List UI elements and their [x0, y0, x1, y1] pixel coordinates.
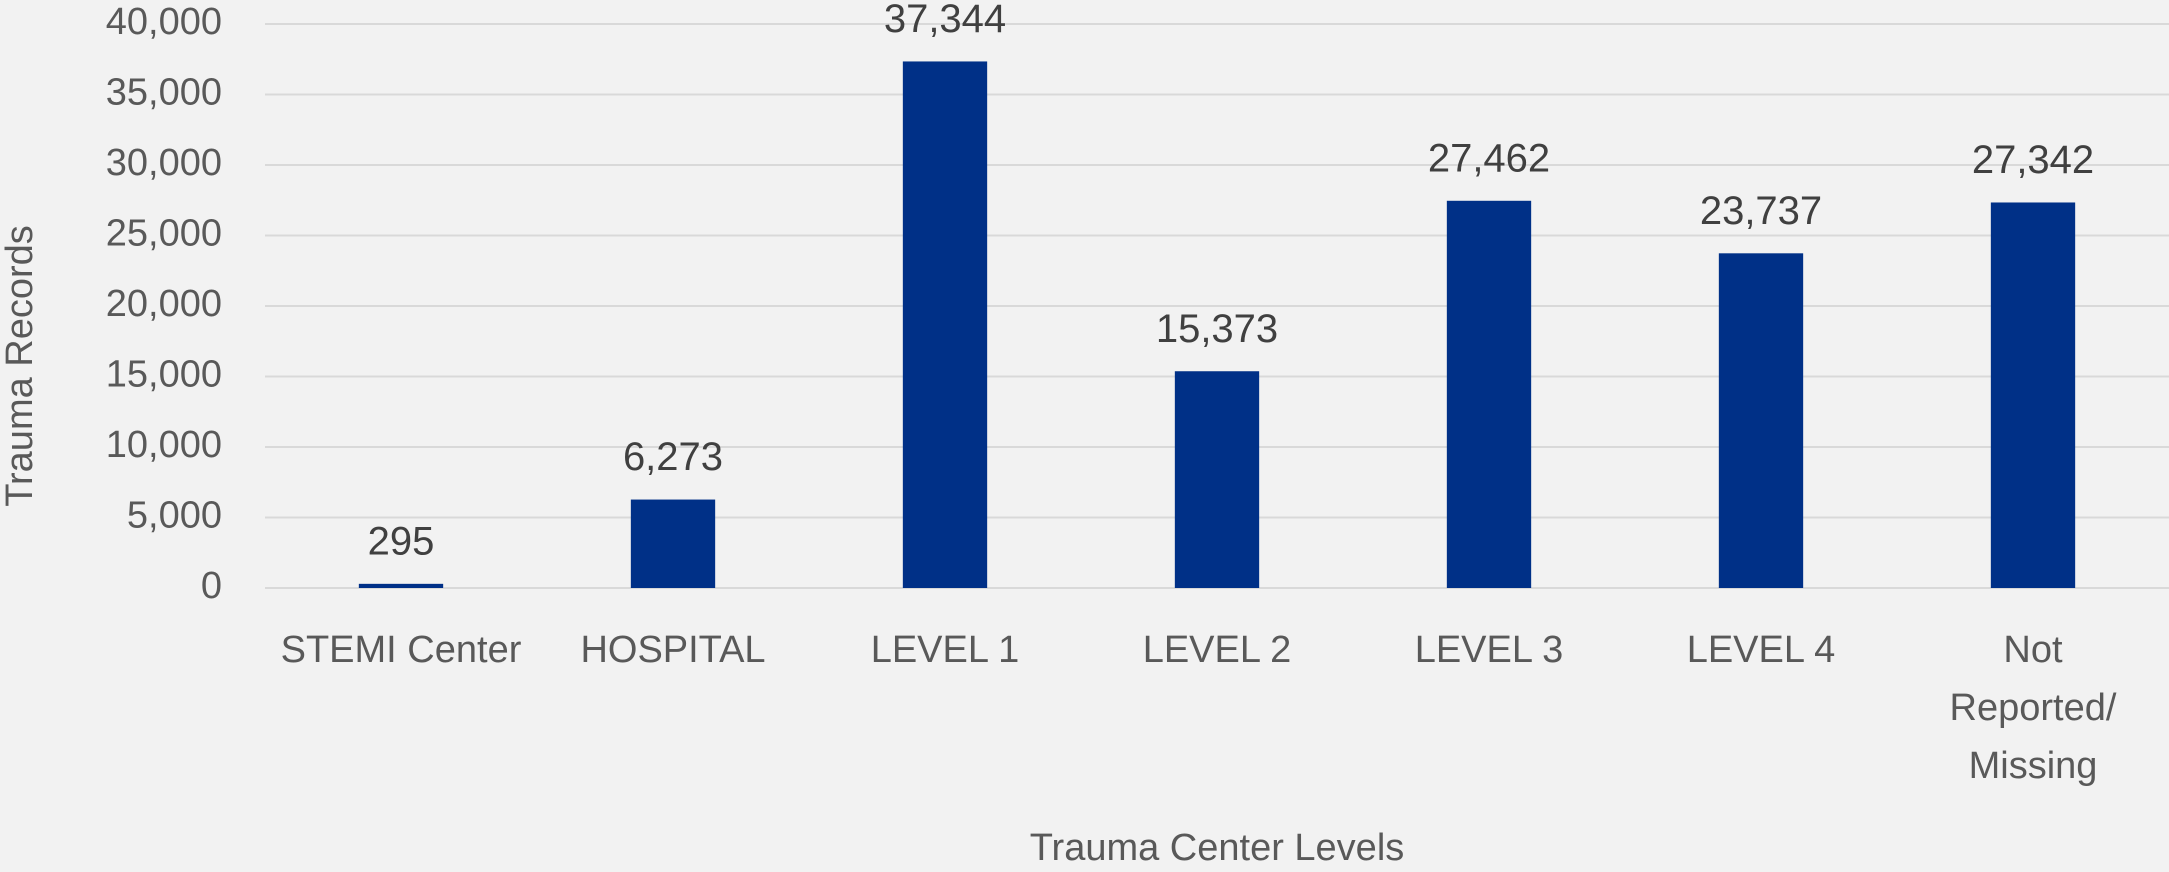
value-label: 295: [368, 519, 435, 563]
value-label: 15,373: [1156, 307, 1278, 351]
x-tick-label: LEVEL 3: [1415, 629, 1564, 671]
y-tick-label: 20,000: [106, 283, 222, 325]
y-tick-label: 35,000: [106, 72, 222, 114]
bar: [630, 499, 716, 588]
x-tick-label: STEMI Center: [281, 629, 522, 671]
y-axis-title: Trauma Records: [0, 225, 41, 507]
bar: [358, 583, 444, 588]
y-tick-label: 40,000: [106, 1, 222, 43]
bar: [1718, 253, 1804, 589]
bar: [902, 61, 988, 589]
x-axis-title: Trauma Center Levels: [1030, 827, 1405, 869]
bar: [1446, 200, 1532, 588]
y-tick-label: 25,000: [106, 213, 222, 255]
bar: [1174, 371, 1260, 588]
x-tick-label: Not Reported/Missing: [1950, 629, 2117, 787]
x-tick-label: LEVEL 1: [871, 629, 1020, 671]
y-tick-label: 10,000: [106, 424, 222, 466]
y-tick-label: 30,000: [106, 142, 222, 184]
bar: [1990, 202, 2076, 589]
x-tick-label: LEVEL 4: [1687, 629, 1836, 671]
y-tick-label: 5,000: [127, 495, 222, 537]
value-label: 27,462: [1428, 136, 1550, 180]
x-tick-label: HOSPITAL: [580, 629, 765, 671]
x-tick-label: LEVEL 2: [1143, 629, 1292, 671]
y-tick-label: 15,000: [106, 354, 222, 396]
value-label: 6,273: [623, 435, 723, 479]
y-tick-label: 0: [201, 565, 222, 607]
value-label: 27,342: [1972, 138, 2094, 182]
value-label: 37,344: [884, 0, 1006, 41]
value-label: 23,737: [1700, 189, 1822, 233]
